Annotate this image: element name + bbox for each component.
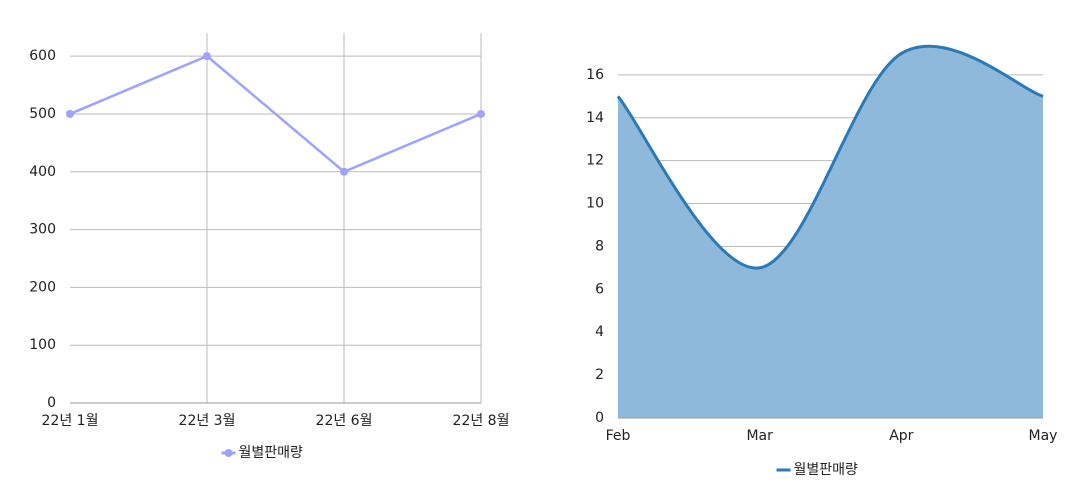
x-tick-label: Mar — [746, 428, 773, 444]
point — [66, 109, 74, 118]
x-tick-label: 22년 1월 — [42, 413, 99, 429]
x-tick-label: Apr — [889, 428, 913, 444]
point — [477, 109, 485, 118]
y-tick-label: 0 — [595, 410, 604, 426]
legend-label: 월별판매량 — [239, 445, 304, 461]
point — [340, 167, 348, 176]
y-tick-label: 600 — [29, 48, 56, 64]
y-tick-label: 0 — [47, 395, 56, 411]
y-tick-label: 14 — [586, 110, 604, 126]
legend-label: 월별판매량 — [794, 462, 859, 478]
y-tick-label: 4 — [595, 324, 604, 340]
y-tick-label: 6 — [595, 281, 604, 297]
y-tick-label: 300 — [29, 222, 56, 238]
line — [69, 54, 482, 174]
x-tick-label: 22년 8월 — [453, 413, 510, 429]
x-tick-label: May — [1029, 428, 1058, 444]
area — [618, 46, 1043, 418]
y-tick-label: 2 — [595, 367, 604, 383]
y-tick-label: 16 — [586, 67, 604, 83]
x-tick-label: 22년 3월 — [179, 413, 236, 429]
y-tick-label: 12 — [586, 153, 604, 169]
y-tick-label: 500 — [29, 106, 56, 122]
line — [616, 44, 1044, 270]
y-tick-label: 200 — [29, 279, 56, 295]
x-tick-label: Feb — [606, 428, 631, 444]
y-tick-label: 10 — [586, 196, 604, 212]
point — [203, 52, 211, 61]
y-tick-label: 100 — [29, 337, 56, 353]
x-tick-label: 22년 6월 — [316, 413, 373, 429]
legend-marker — [224, 449, 233, 457]
y-tick-label: 8 — [595, 238, 604, 254]
y-tick-label: 400 — [29, 164, 56, 180]
